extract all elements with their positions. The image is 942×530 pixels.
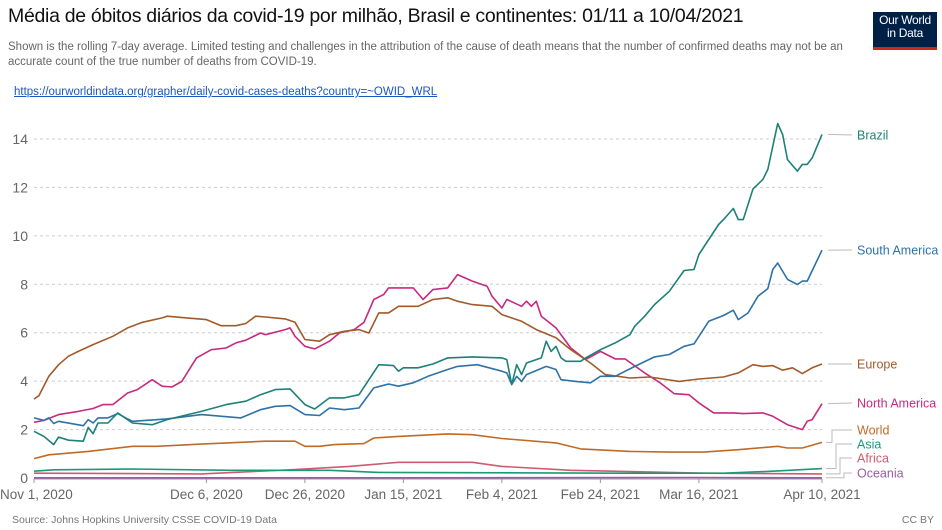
x-tick-label: Mar 16, 2021 [659, 487, 739, 502]
license-link[interactable]: CC BY [901, 514, 934, 526]
our-world-in-data-logo[interactable]: Our World in Data [873, 12, 937, 50]
y-gridlines [34, 138, 822, 480]
y-tick-label: 0 [20, 470, 28, 486]
y-tick-label: 14 [12, 131, 28, 147]
source-link[interactable]: https://ourworldindata.org/grapher/daily… [14, 86, 438, 98]
label-connector-africa [826, 457, 852, 475]
x-tick-label: Dec 26, 2020 [265, 487, 345, 502]
series-label-africa: Africa [857, 452, 889, 466]
y-tick-label: 6 [20, 325, 28, 341]
series-lines [33, 122, 823, 479]
series-label-brazil: Brazil [857, 129, 888, 143]
x-tick-label: Jan 15, 2021 [364, 487, 442, 502]
chart-subtitle: Shown is the rolling 7-day average. Limi… [8, 41, 843, 68]
source-note: Source: Johns Hopkins University CSSE CO… [12, 514, 277, 526]
series-line-north-america [33, 273, 823, 431]
series-line-africa [33, 461, 823, 475]
label-connector-north-america [827, 402, 853, 405]
y-tick-label: 8 [20, 276, 28, 292]
series-label-world: World [857, 424, 889, 438]
x-tick-label: Feb 4, 2021 [466, 487, 538, 502]
y-tick-label: 2 [20, 422, 28, 438]
x-tick-label: Apr 10, 2021 [783, 487, 860, 502]
logo-line-1: Our World [879, 13, 931, 27]
series-line-south-america [33, 249, 823, 427]
y-tick-label: 12 [12, 179, 28, 195]
y-tick-label: 10 [12, 228, 28, 244]
label-connector-asia [826, 443, 852, 470]
x-tick-label: Dec 6, 2020 [170, 487, 243, 502]
series-label-north-america: North America [857, 397, 936, 411]
series-label-oceania: Oceania [857, 467, 904, 481]
series-labels: Brazil South America Europe North America Wo… [826, 129, 938, 481]
label-connector-oceania [826, 472, 852, 479]
series-line-asia [33, 467, 823, 474]
series-line-brazil [33, 122, 823, 446]
series-label-south-america: South America [857, 244, 938, 258]
series-line-world [33, 433, 823, 460]
x-tick-label: Nov 1, 2020 [0, 487, 73, 502]
series-line-europe [33, 297, 823, 400]
label-connector-brazil [827, 133, 853, 136]
x-tick-label: Feb 24, 2021 [561, 487, 641, 502]
y-tick-label: 4 [20, 373, 28, 389]
label-connector-world [826, 429, 852, 443]
series-label-europe: Europe [857, 358, 897, 372]
x-axis-ticks: Nov 1, 2020 Dec 6, 2020 Dec 26, 2020 Jan 15… [0, 479, 861, 502]
logo-line-2: in Data [887, 26, 923, 40]
chart-title: Média de óbitos diários da covid-19 por … [8, 5, 744, 27]
series-label-asia: Asia [857, 438, 881, 452]
y-axis-ticks: 0 2 4 6 8 10 12 14 [12, 131, 28, 486]
